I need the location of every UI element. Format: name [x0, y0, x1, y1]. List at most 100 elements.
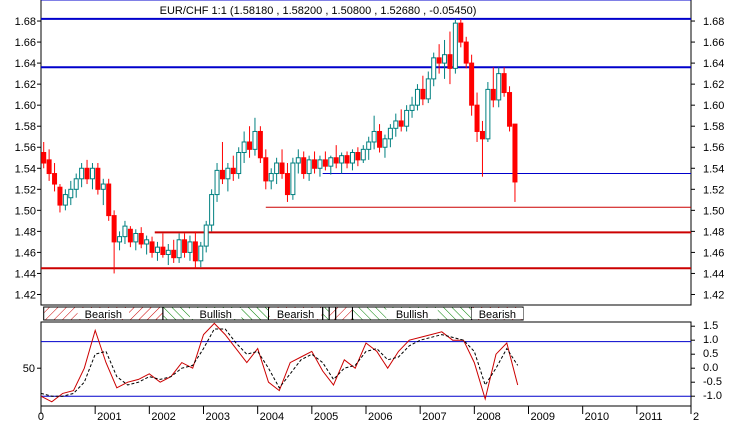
candle-body — [322, 159, 328, 167]
candle-body — [133, 232, 139, 243]
price-tick-label-right: 1.54 — [703, 163, 724, 175]
candle-body — [263, 157, 269, 182]
candle-body — [339, 155, 345, 164]
candle-body — [474, 104, 480, 132]
candle-body — [111, 215, 117, 243]
price-tick-label-right: 1.66 — [703, 37, 724, 49]
oscillator-line-signal — [40, 328, 519, 397]
price-tick-label-left: 1.42 — [15, 289, 36, 301]
candle-body — [420, 88, 426, 100]
candle-body — [414, 88, 420, 106]
oscillator-levels — [41, 341, 691, 397]
candle-body — [106, 183, 112, 217]
price-panel-frame — [40, 0, 692, 306]
candle-body — [301, 157, 307, 175]
candle-body — [436, 57, 442, 64]
price-tick-label-left: 1.56 — [15, 142, 36, 154]
candle-body — [479, 130, 485, 140]
price-axis-ticks: 1.42 1.42 1.44 1.44 1.46 1.46 1.48 1.48 1.50 1.50… — [15, 16, 725, 301]
price-tick-label-right: 1.56 — [703, 142, 724, 154]
candle-body — [387, 127, 393, 140]
price-tick-label-right: 1.52 — [703, 184, 724, 196]
price-tick-label-left: 1.48 — [15, 226, 36, 238]
price-tick-label-left: 1.58 — [15, 121, 36, 133]
candle-body — [165, 249, 171, 256]
candle-body — [442, 54, 448, 64]
candle-body — [377, 130, 383, 148]
price-tick-label-left: 1.60 — [15, 100, 36, 112]
candle-body — [398, 120, 404, 127]
candle-body — [100, 183, 106, 190]
candle-body — [295, 157, 301, 164]
candle-body — [328, 157, 334, 167]
price-tick-label-right: 1.62 — [703, 79, 724, 91]
x-tick-label: 2006 — [368, 411, 392, 423]
x-tick-label: 2007 — [422, 411, 446, 423]
price-tick-label-left: 1.52 — [15, 184, 36, 196]
candle-body — [452, 22, 458, 69]
sentiment-band-label: Bearish — [85, 309, 122, 321]
candle-body — [317, 159, 323, 169]
sentiment-band-label: Bullish — [199, 309, 231, 321]
price-tick-label-right: 1.50 — [703, 205, 724, 217]
candle-body — [431, 57, 437, 80]
candle-body — [41, 152, 47, 164]
sentiment-band-label-bg — [77, 308, 130, 319]
candle-body — [236, 152, 242, 175]
sentiment-band — [328, 306, 337, 321]
candle-body — [360, 148, 366, 161]
x-tick-label: 2001 — [97, 411, 121, 423]
price-tick-label-left: 1.64 — [15, 58, 36, 70]
x-tick-label: 2011 — [639, 411, 663, 423]
candle-body — [257, 130, 263, 159]
candle-body — [117, 236, 123, 243]
candle-body — [138, 232, 144, 245]
candle-body — [225, 167, 231, 180]
candle-body — [247, 141, 253, 150]
candle-body — [371, 130, 377, 143]
x-axis-ticks: 0 2001 2002 2003 2004 2005 2006 2007 2008 2009 201… — [38, 406, 699, 423]
candle-body — [192, 241, 198, 262]
candle-body — [333, 157, 339, 164]
price-tick-label-left: 1.46 — [15, 247, 36, 259]
sentiment-band-label-bg — [269, 308, 322, 319]
candle-body — [496, 73, 502, 101]
x-tick-label: 2008 — [476, 411, 500, 423]
candle-body — [62, 194, 68, 206]
osc-tick-label-right: 1.0 — [703, 334, 718, 346]
price-tick-label-left: 1.44 — [15, 268, 36, 280]
price-tick-label-right: 1.58 — [703, 121, 724, 133]
candle-body — [149, 241, 155, 253]
candle-body — [469, 62, 475, 106]
sentiment-band-label: Bearish — [277, 309, 314, 321]
candle-body — [122, 225, 128, 238]
oscillator-line-main — [40, 322, 519, 403]
x-tick-label: 2002 — [151, 411, 175, 423]
sentiment-bands: Bearish Bullish Bearish Bullish Bearish — [43, 306, 524, 321]
candle-body — [160, 246, 166, 256]
oscillator-lines — [40, 322, 519, 403]
candle-body — [447, 54, 453, 69]
candle-body — [89, 167, 95, 180]
x-tick-label: 2004 — [260, 411, 284, 423]
candle-body — [501, 73, 507, 94]
candle-body — [490, 88, 496, 101]
candle-body — [312, 159, 318, 169]
candle-body — [73, 178, 79, 190]
price-annotation-lines — [41, 0, 691, 270]
price-tick-label-right: 1.68 — [703, 16, 724, 28]
sentiment-band-label-bg — [189, 308, 242, 319]
price-tick-label-left: 1.62 — [15, 79, 36, 91]
candle-body — [306, 159, 312, 175]
candle-body — [84, 167, 90, 180]
sentiment-band-label-bg — [471, 308, 524, 319]
sentiment-band — [335, 306, 353, 321]
osc-tick-label-right: 0.0 — [703, 362, 718, 374]
x-tick-label: 2003 — [206, 411, 230, 423]
price-tick-label-left: 1.50 — [15, 205, 36, 217]
price-tick-label-right: 1.64 — [703, 58, 724, 70]
x-tick-label: 2 — [693, 411, 699, 423]
sentiment-band — [322, 306, 330, 321]
candle-body — [274, 162, 280, 175]
